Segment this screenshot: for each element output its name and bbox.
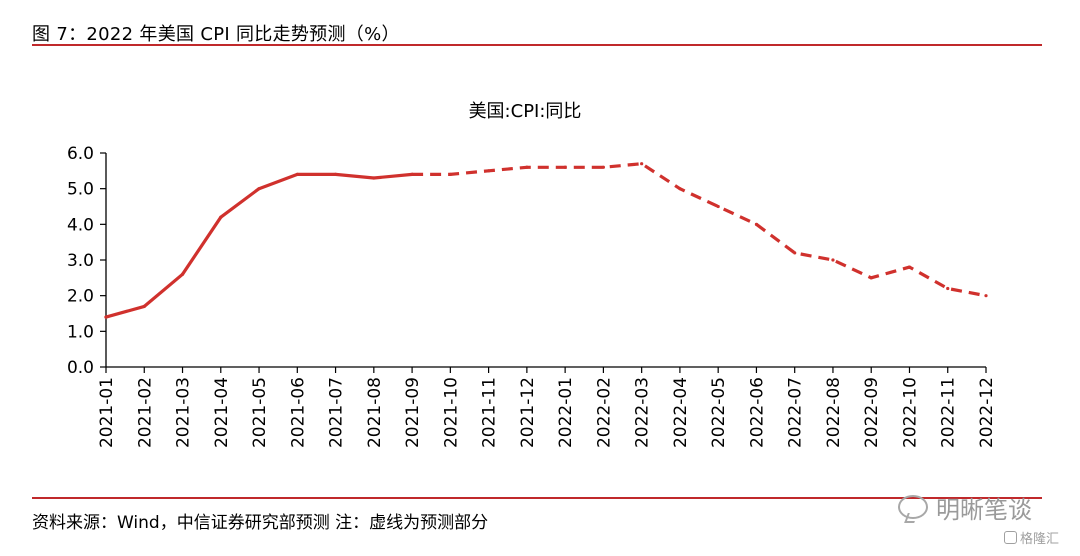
cpi-data-point (333, 172, 338, 176)
cpi-data-point (793, 251, 797, 255)
figure-title: 图 7：2022 年美国 CPI 同比走势预测（%） (32, 24, 400, 45)
watermark-secondary: 格隆汇 (1004, 528, 1059, 547)
cpi-data-point (640, 162, 644, 166)
x-tick-label: 2022-06 (747, 377, 767, 448)
x-tick-label: 2022-05 (709, 377, 729, 448)
cpi-data-point (295, 172, 299, 176)
cpi-data-point (525, 165, 529, 169)
cpi-data-point (907, 265, 912, 269)
cpi-data-point (180, 272, 185, 276)
x-tick-label: 2022-12 (977, 377, 997, 448)
gelonghui-logo-icon (1004, 531, 1017, 544)
cpi-forecast-line (412, 162, 987, 298)
x-tick-label: 2021-01 (97, 377, 117, 448)
y-tick-label: 6.0 (67, 144, 94, 164)
x-tick-label: 2022-11 (939, 377, 959, 448)
top-rule (32, 44, 1042, 46)
x-tick-label: 2022-01 (556, 377, 576, 448)
y-tick-label: 3.0 (67, 251, 94, 271)
x-tick-label: 2021-05 (250, 377, 270, 448)
cpi-line-chart: 0.0 1.0 2.0 3.0 4.0 5.0 6.0 2021-01 2021-02 2021-… (67, 101, 997, 448)
x-tick-label: 2021-02 (135, 377, 155, 448)
cpi-data-point (601, 165, 605, 169)
x-tick-label: 2021-10 (441, 377, 461, 448)
cpi-data-point (869, 276, 873, 280)
watermark-secondary-text: 格隆汇 (1020, 532, 1060, 547)
cpi-data-point (372, 176, 376, 180)
wechat-icon (898, 495, 928, 519)
y-tick-label: 2.0 (67, 287, 94, 307)
cpi-data-point (448, 172, 452, 176)
x-tick-label: 2022-07 (786, 377, 806, 448)
x-tick-label: 2022-08 (824, 377, 844, 448)
cpi-data-point (984, 294, 988, 298)
cpi-data-point (104, 315, 108, 319)
x-tick-label: 2021-04 (212, 377, 232, 448)
x-tick-label: 2021-08 (365, 377, 385, 448)
x-tick-label: 2022-04 (671, 377, 691, 448)
y-tick-label: 5.0 (67, 180, 94, 200)
cpi-data-point (410, 172, 414, 176)
chart-lines (104, 162, 988, 319)
chart-axes (105, 153, 986, 368)
cpi-data-point (831, 258, 835, 262)
y-tick-label: 4.0 (67, 215, 94, 235)
y-tick-label: 1.0 (67, 322, 94, 342)
chart-title: 美国:CPI:同比 (469, 101, 582, 122)
source-note: 资料来源：Wind，中信证券研究部预测 注：虚线为预测部分 (32, 513, 489, 533)
x-tick-label: 2021-07 (327, 377, 347, 448)
cpi-data-point (219, 215, 223, 219)
x-tick-label: 2022-02 (594, 377, 614, 448)
cpi-data-point (563, 165, 567, 169)
cpi-data-point (754, 222, 759, 226)
x-tick-label: 2021-11 (480, 377, 500, 448)
watermark: 明晰笔谈 (898, 490, 1032, 524)
cpi-data-point (716, 204, 720, 209)
x-tick-label: 2022-10 (900, 377, 920, 448)
bottom-rule (32, 497, 1042, 499)
cpi-data-point (142, 304, 146, 308)
x-tick-label: 2021-03 (174, 377, 194, 448)
cpi-data-point (678, 187, 682, 191)
cpi-actual-line (104, 172, 414, 319)
x-tick-label: 2021-12 (518, 377, 538, 448)
cpi-data-point (487, 169, 491, 173)
cpi-data-point (257, 187, 261, 191)
chart-ticks: 0.0 1.0 2.0 3.0 4.0 5.0 6.0 2021-01 2021-02 2021-… (67, 144, 997, 448)
x-tick-label: 2022-03 (633, 377, 653, 448)
watermark-text: 明晰笔谈 (936, 495, 1032, 524)
x-tick-label: 2022-09 (862, 377, 882, 448)
x-tick-label: 2021-06 (288, 377, 308, 448)
cpi-data-point (946, 286, 950, 291)
y-tick-label: 0.0 (67, 358, 94, 378)
x-tick-label: 2021-09 (403, 377, 423, 448)
